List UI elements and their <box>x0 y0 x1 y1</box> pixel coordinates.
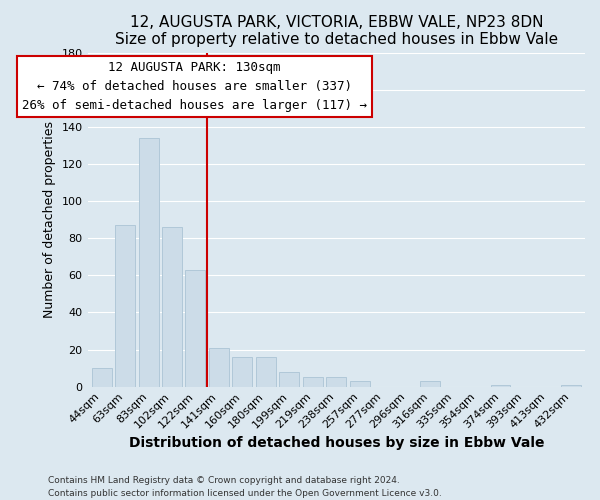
Bar <box>326 378 346 386</box>
Bar <box>232 357 253 386</box>
Bar <box>139 138 158 386</box>
Bar <box>162 227 182 386</box>
Bar <box>350 381 370 386</box>
X-axis label: Distribution of detached houses by size in Ebbw Vale: Distribution of detached houses by size … <box>128 436 544 450</box>
Bar <box>561 384 581 386</box>
Text: Contains HM Land Registry data © Crown copyright and database right 2024.
Contai: Contains HM Land Registry data © Crown c… <box>48 476 442 498</box>
Bar <box>280 372 299 386</box>
Bar <box>92 368 112 386</box>
Title: 12, AUGUSTA PARK, VICTORIA, EBBW VALE, NP23 8DN
Size of property relative to det: 12, AUGUSTA PARK, VICTORIA, EBBW VALE, N… <box>115 15 558 48</box>
Bar <box>209 348 229 387</box>
Y-axis label: Number of detached properties: Number of detached properties <box>43 121 56 318</box>
Text: 12 AUGUSTA PARK: 130sqm
← 74% of detached houses are smaller (337)
26% of semi-d: 12 AUGUSTA PARK: 130sqm ← 74% of detache… <box>22 61 367 112</box>
Bar <box>115 225 135 386</box>
Bar <box>256 357 276 386</box>
Bar <box>491 384 511 386</box>
Bar <box>185 270 205 386</box>
Bar <box>303 378 323 386</box>
Bar <box>420 381 440 386</box>
